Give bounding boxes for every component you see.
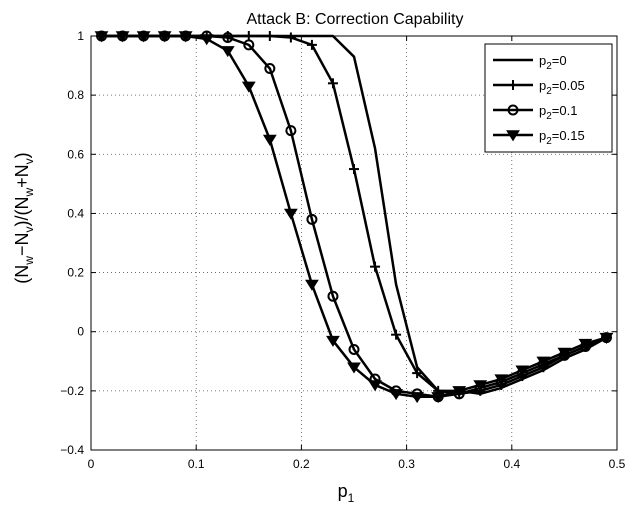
data-point-triangle bbox=[389, 389, 403, 401]
plot-frame bbox=[90, 35, 618, 451]
y-tick-label: 1 bbox=[77, 29, 84, 43]
tick-labels: 0 0.1 0.2 0.3 0.4 0.5 −0.4 −0.2 0 0.2 0.4 0.6 0.8 1 bbox=[60, 29, 625, 471]
data-point-triangle bbox=[452, 386, 467, 398]
data-point-triangle bbox=[410, 392, 425, 404]
x-axis-label: p1 bbox=[338, 481, 355, 505]
legend-item: p2=0.15 bbox=[493, 128, 585, 147]
axis-ticks bbox=[90, 35, 618, 451]
data-point-circle bbox=[306, 213, 318, 225]
data-point-plus bbox=[349, 164, 359, 175]
legend-marker bbox=[507, 104, 519, 116]
y-axis-label-sub: w bbox=[22, 188, 36, 198]
legend-label: p2=0.1 bbox=[539, 103, 577, 122]
y-axis-label-part: ) bbox=[12, 152, 32, 158]
data-point-triangle bbox=[557, 347, 572, 359]
x-tick-label: 0.5 bbox=[609, 457, 626, 471]
data-point-triangle bbox=[241, 81, 256, 93]
x-axis-label-main: p bbox=[338, 481, 348, 501]
x-tick-label: 0.4 bbox=[503, 457, 520, 471]
data-point-triangle bbox=[347, 362, 361, 374]
y-axis-label: (Nw−Nv)/(Nw+Nv) bbox=[12, 152, 36, 283]
data-point-circle bbox=[264, 63, 276, 75]
data-point-triangle bbox=[178, 31, 193, 43]
y-tick-label: 0.4 bbox=[67, 206, 84, 220]
data-point-triangle bbox=[220, 46, 235, 58]
data-point-circle bbox=[222, 31, 234, 43]
data-point-circle bbox=[243, 39, 255, 51]
y-axis-label-part: (N bbox=[12, 265, 32, 284]
x-tick-label: 0.2 bbox=[293, 457, 310, 471]
data-point-plus bbox=[412, 368, 423, 379]
data-point-triangle bbox=[494, 374, 509, 386]
data-point-plus bbox=[285, 32, 296, 43]
legend-label: p2=0.15 bbox=[539, 128, 585, 147]
legend-marker bbox=[508, 80, 518, 90]
data-point-triangle bbox=[599, 332, 614, 344]
data-point-triangle bbox=[536, 356, 551, 368]
data-point-triangle bbox=[283, 208, 298, 220]
data-point-triangle bbox=[473, 380, 488, 392]
data-point-triangle bbox=[115, 31, 130, 43]
data-point-triangle bbox=[199, 34, 214, 46]
y-tick-label: 0.8 bbox=[67, 88, 84, 102]
legend: p2=0 p2=0.05 p2=0.1 p2=0.15 bbox=[484, 43, 613, 153]
y-axis-label-sub: v bbox=[22, 227, 36, 233]
x-tick-label: 0.1 bbox=[188, 457, 205, 471]
data-point-triangle bbox=[578, 338, 593, 350]
y-tick-label: 0 bbox=[77, 325, 84, 339]
x-axis-label-sub: 1 bbox=[348, 491, 355, 505]
data-point-triangle bbox=[515, 365, 530, 377]
legend-item: p2=0.1 bbox=[493, 103, 577, 122]
data-point-triangle bbox=[262, 134, 277, 146]
data-point-circle bbox=[327, 290, 339, 302]
y-axis-label-sub: v bbox=[22, 158, 36, 164]
data-point-triangle bbox=[305, 279, 319, 291]
x-tick-label: 0.3 bbox=[398, 457, 415, 471]
data-point-plus bbox=[327, 78, 338, 89]
y-tick-label: 0.6 bbox=[67, 147, 84, 161]
y-tick-label: −0.2 bbox=[60, 384, 84, 398]
data-point-triangle bbox=[157, 31, 172, 43]
data-point-triangle bbox=[368, 380, 382, 392]
data-point-triangle bbox=[136, 31, 151, 43]
data-point-plus bbox=[391, 329, 402, 340]
legend-marker bbox=[506, 130, 520, 142]
data-point-triangle bbox=[326, 335, 340, 347]
y-axis-label-part: )/(N bbox=[12, 197, 32, 227]
data-point-triangle bbox=[94, 31, 109, 43]
y-tick-label: 0.2 bbox=[67, 266, 84, 280]
data-point-plus bbox=[306, 39, 317, 50]
legend-item: p2=0.05 bbox=[493, 78, 585, 97]
data-point-plus bbox=[370, 261, 381, 272]
chart-title: Attack B: Correction Capability bbox=[247, 11, 464, 28]
data-point-circle bbox=[348, 343, 360, 355]
y-tick-label: −0.4 bbox=[60, 443, 84, 457]
legend-item: p2=0 bbox=[493, 53, 567, 72]
legend-label: p2=0.05 bbox=[539, 78, 585, 97]
data-point-triangle bbox=[431, 392, 446, 404]
legend-label: p2=0 bbox=[539, 53, 567, 72]
x-tick-label: 0 bbox=[88, 457, 95, 471]
y-axis-label-part: +N bbox=[12, 164, 32, 188]
y-axis-label-part: −N bbox=[12, 233, 32, 257]
y-axis-label-sub: w bbox=[22, 256, 36, 266]
data-point-circle bbox=[285, 125, 297, 137]
